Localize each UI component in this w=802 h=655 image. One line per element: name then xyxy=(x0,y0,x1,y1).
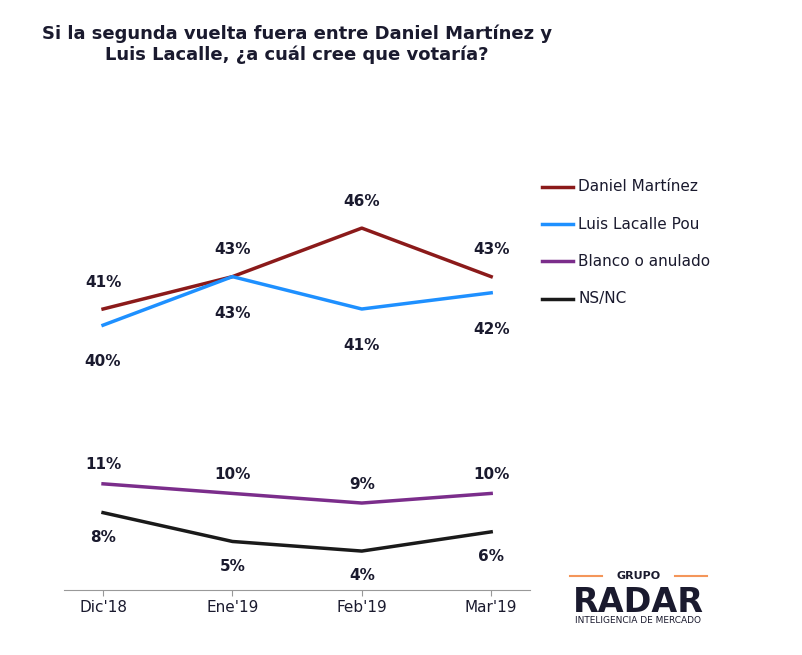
Text: 8%: 8% xyxy=(90,530,115,545)
Text: GRUPO: GRUPO xyxy=(616,571,659,582)
Text: Luis Lacalle, ¿a cuál cree que votaría?: Luis Lacalle, ¿a cuál cree que votaría? xyxy=(105,46,488,64)
Text: 10%: 10% xyxy=(214,467,250,482)
Text: Blanco o anulado: Blanco o anulado xyxy=(577,254,710,269)
Text: 43%: 43% xyxy=(472,242,508,257)
Text: 5%: 5% xyxy=(219,559,245,574)
Text: INTELIGENCIA DE MERCADO: INTELIGENCIA DE MERCADO xyxy=(575,616,700,626)
Text: 43%: 43% xyxy=(214,242,250,257)
Text: 11%: 11% xyxy=(85,457,121,472)
Text: Si la segunda vuelta fuera entre Daniel Martínez y: Si la segunda vuelta fuera entre Daniel … xyxy=(42,25,552,43)
Text: 41%: 41% xyxy=(85,274,121,290)
Text: 42%: 42% xyxy=(472,322,508,337)
Text: 41%: 41% xyxy=(343,338,379,353)
Text: Daniel Martínez: Daniel Martínez xyxy=(577,179,697,194)
Text: 9%: 9% xyxy=(348,476,375,491)
Text: NS/NC: NS/NC xyxy=(577,291,626,306)
Text: 40%: 40% xyxy=(85,354,121,369)
Text: 10%: 10% xyxy=(472,467,508,482)
Text: 6%: 6% xyxy=(477,549,504,564)
Text: Luis Lacalle Pou: Luis Lacalle Pou xyxy=(577,217,699,231)
Text: RADAR: RADAR xyxy=(572,586,703,619)
Text: 43%: 43% xyxy=(214,306,250,321)
Text: 4%: 4% xyxy=(348,569,375,584)
Text: 46%: 46% xyxy=(343,194,379,209)
